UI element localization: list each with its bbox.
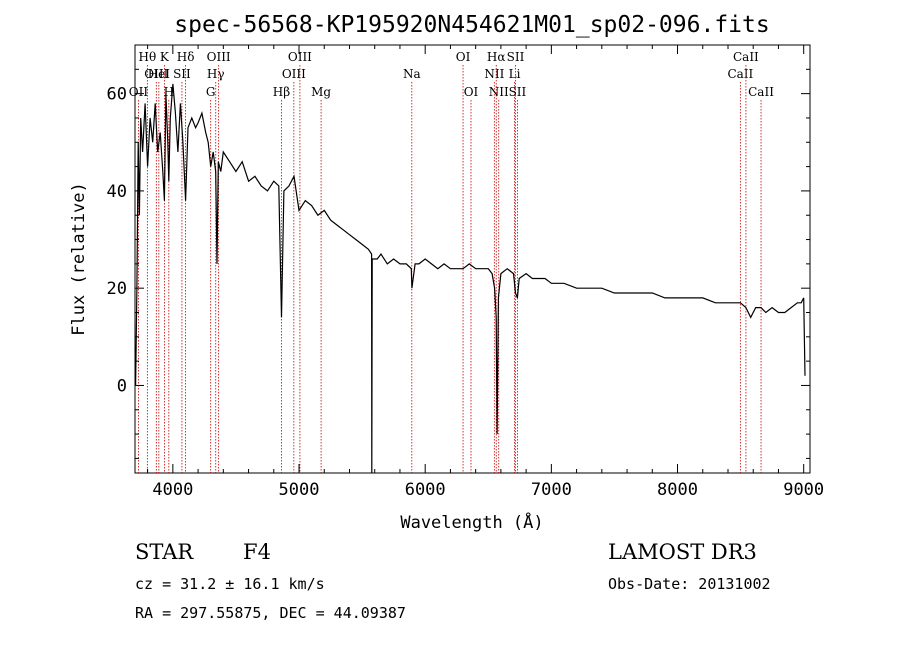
x-axis-label: Wavelength (Å) bbox=[400, 511, 543, 533]
survey-name: LAMOST DR3 bbox=[608, 540, 757, 564]
redshift-cz: cz = 31.2 ± 16.1 km/s bbox=[135, 575, 325, 593]
line-label-23: SII bbox=[509, 85, 527, 99]
line-label-11: Hβ bbox=[273, 85, 290, 99]
line-label-7: Hδ bbox=[177, 50, 195, 64]
line-label-10: OIII bbox=[207, 50, 231, 64]
line-label-3: HeI bbox=[148, 67, 171, 81]
line-label-12: OIII bbox=[282, 67, 306, 81]
x-tick-label: 9000 bbox=[783, 480, 824, 500]
x-tick-label: 7000 bbox=[531, 480, 572, 500]
observation-date: Obs-Date: 20131002 bbox=[608, 575, 771, 593]
line-label-6: SII bbox=[173, 67, 191, 81]
plot-frame bbox=[134, 44, 811, 474]
y-tick-label: 20 bbox=[107, 279, 127, 299]
line-label-13: OIII bbox=[288, 50, 312, 64]
y-tick-label: 40 bbox=[107, 182, 127, 202]
line-label-4: K bbox=[160, 50, 170, 64]
line-label-26: CaII bbox=[748, 85, 774, 99]
chart-title: spec-56568-KP195920N454621M01_sp02-096.f… bbox=[174, 12, 769, 38]
line-label-0: OII bbox=[129, 85, 149, 99]
ra-dec-coordinates: RA = 297.55875, DEC = 44.09387 bbox=[135, 604, 406, 622]
x-tick-label: 6000 bbox=[405, 480, 446, 500]
y-axis-label: Flux (relative) bbox=[69, 182, 89, 336]
object-subclass: F4 bbox=[243, 540, 271, 564]
x-tick-label: 4000 bbox=[152, 480, 193, 500]
line-label-15: Na bbox=[403, 67, 421, 81]
line-label-24: CaII bbox=[727, 67, 753, 81]
line-label-21: Li bbox=[509, 67, 521, 81]
axis-ticks: 4000 5000 6000 7000 8000 9000 0 20 40 60 bbox=[107, 44, 824, 500]
line-label-25: CaII bbox=[733, 50, 759, 64]
line-label-14: Mg bbox=[311, 85, 331, 99]
line-label-8: G bbox=[206, 85, 216, 99]
object-class: STAR bbox=[135, 540, 194, 564]
line-label-5: H bbox=[164, 85, 174, 99]
line-label-20: NII bbox=[489, 85, 509, 99]
y-tick-label: 0 bbox=[117, 376, 127, 396]
line-label-1: Hθ bbox=[139, 50, 157, 64]
line-label-16: OI bbox=[456, 50, 471, 64]
line-label-22: SII bbox=[507, 50, 525, 64]
spectrum-series-line bbox=[135, 83, 806, 474]
y-tick-label: 60 bbox=[107, 85, 127, 105]
emission-line-markers: OIIHθOIIIHeIKHSIIHδGHγOIIIHβOIIIOIIIMgNa… bbox=[129, 50, 774, 473]
line-label-2: OIII bbox=[144, 67, 168, 81]
line-label-17: OI bbox=[464, 85, 479, 99]
line-label-18: NII bbox=[484, 67, 504, 81]
x-tick-label: 5000 bbox=[279, 480, 320, 500]
x-tick-label: 8000 bbox=[657, 480, 698, 500]
line-label-9: Hγ bbox=[207, 67, 225, 81]
line-label-19: Hα bbox=[487, 50, 506, 64]
